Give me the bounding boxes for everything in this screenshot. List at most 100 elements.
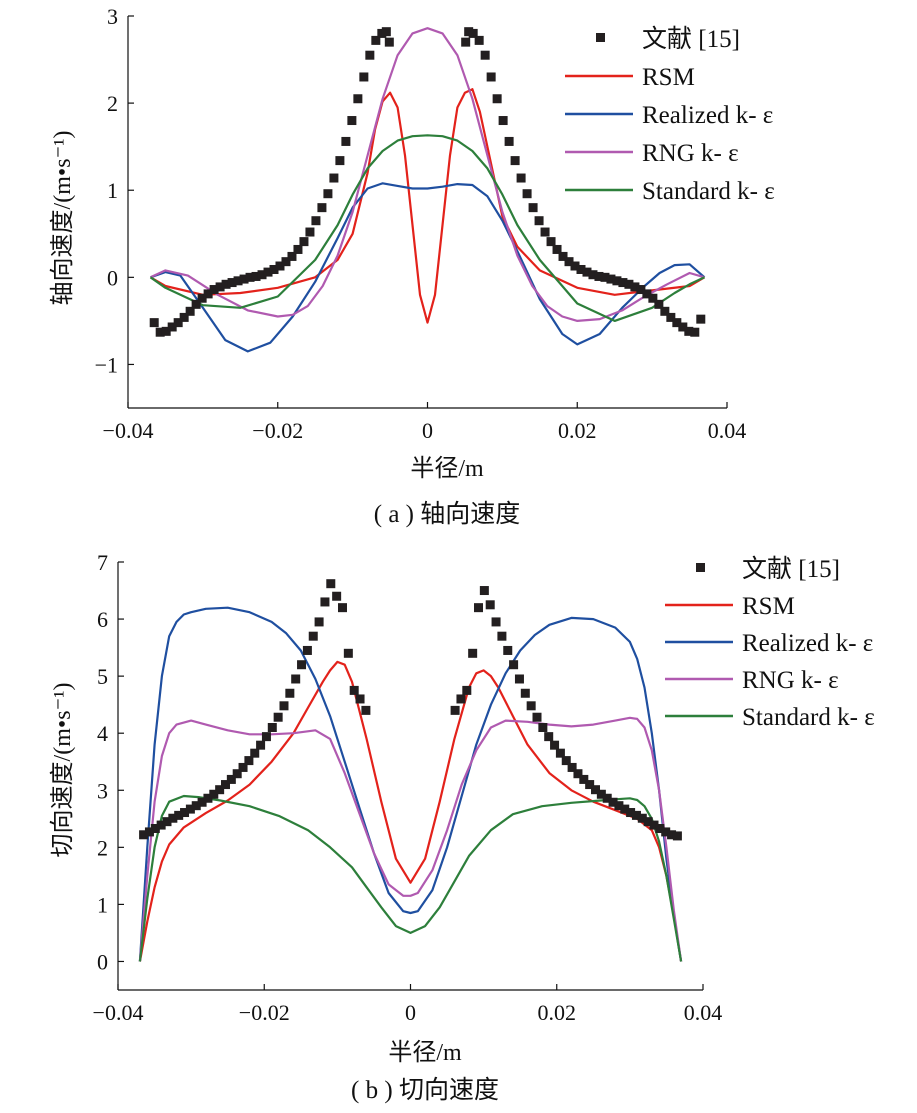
data-point-marker xyxy=(341,136,351,146)
data-point-marker xyxy=(343,648,353,658)
legend-marker-symbol xyxy=(696,563,705,572)
data-point-marker xyxy=(174,810,184,820)
legend-entry-label: 文献 [15] xyxy=(742,555,840,583)
series-line-rngk xyxy=(138,716,683,962)
data-point-marker xyxy=(618,278,628,288)
data-point-marker xyxy=(185,306,195,316)
data-point-marker xyxy=(335,156,345,166)
legend-entry-label: Realized k- ε xyxy=(642,102,773,129)
data-point-marker xyxy=(381,27,391,37)
x-tick-label: 0 xyxy=(422,418,433,443)
data-point-marker xyxy=(191,299,201,309)
data-point-marker xyxy=(630,282,640,292)
data-point-marker xyxy=(297,660,307,670)
data-point-marker xyxy=(602,793,612,803)
series-line-rsm xyxy=(138,660,683,962)
data-point-marker xyxy=(233,276,243,286)
data-point-marker xyxy=(491,617,501,627)
data-point-marker xyxy=(576,264,586,274)
data-point-marker xyxy=(332,591,342,601)
x-tick-label: 0 xyxy=(405,1000,416,1025)
x-tick-label: −0.02 xyxy=(239,1000,290,1025)
data-point-marker xyxy=(661,827,671,837)
data-point-marker xyxy=(238,762,248,772)
y-tick-label: 4 xyxy=(97,721,108,746)
data-point-marker xyxy=(591,785,601,795)
data-point-marker xyxy=(269,264,279,274)
data-point-marker xyxy=(359,72,369,82)
data-point-marker xyxy=(509,660,519,670)
data-point-marker xyxy=(649,820,659,830)
data-point-marker xyxy=(534,216,544,226)
data-point-marker xyxy=(256,740,266,750)
panel-a: −0.04 −0.02 0 0.02 0.04 −1 0 1 2 3 轴向速度/(m•s⁻¹) 半… xyxy=(49,4,775,528)
data-point-marker xyxy=(600,272,610,282)
data-point-marker xyxy=(564,257,574,267)
data-point-marker xyxy=(291,674,301,684)
y-tick-label: 0 xyxy=(97,949,108,974)
data-point-marker xyxy=(510,156,520,166)
panel-a-ylabel: 轴向速度/(m•s⁻¹) xyxy=(49,131,76,306)
data-point-marker xyxy=(371,35,381,45)
data-point-marker xyxy=(538,722,548,732)
data-point-marker xyxy=(257,270,267,280)
legend-entry-label: Standard k- ε xyxy=(742,704,875,731)
data-point-marker xyxy=(263,267,273,277)
data-point-marker xyxy=(311,216,321,226)
data-point-marker xyxy=(684,326,694,336)
panel-b-plot: −0.04 −0.02 0 0.02 0.04 0 1 2 3 4 5 6 7 xyxy=(93,550,723,1025)
data-point-marker xyxy=(582,267,592,277)
panel-a-legend: 文献 [15] RSM Realized k- ε RNG k- ε Standard … xyxy=(565,25,775,205)
data-point-marker xyxy=(544,732,554,742)
data-point-marker xyxy=(468,28,478,38)
data-point-marker xyxy=(245,272,255,282)
data-point-marker xyxy=(690,327,700,337)
legend-entry-label: Realized k- ε xyxy=(742,630,873,657)
data-point-marker xyxy=(655,824,665,834)
data-point-marker xyxy=(180,808,190,818)
data-point-marker xyxy=(320,597,330,607)
y-tick-label: 2 xyxy=(107,91,118,116)
data-point-marker xyxy=(461,37,471,47)
data-point-marker xyxy=(293,244,303,254)
series-line-rngk xyxy=(150,27,705,322)
legend-entry-label: 文献 [15] xyxy=(642,25,740,53)
panel-a-xlabel: 半径/m xyxy=(410,455,484,482)
data-point-marker xyxy=(654,299,664,309)
data-point-marker xyxy=(474,603,484,613)
data-point-marker xyxy=(220,780,230,790)
data-point-marker xyxy=(162,817,172,827)
y-tick-label: 7 xyxy=(97,550,108,575)
data-point-marker xyxy=(314,617,324,627)
data-point-marker xyxy=(287,251,297,261)
panel-b-caption: ( b ) 切向速度 xyxy=(351,1076,499,1104)
y-tick-label: 6 xyxy=(97,607,108,632)
data-point-marker xyxy=(250,748,260,758)
data-point-marker xyxy=(305,227,315,237)
data-point-marker xyxy=(608,797,618,807)
data-point-marker xyxy=(197,293,207,303)
data-point-marker xyxy=(365,50,375,60)
data-point-marker xyxy=(561,756,571,766)
data-point-marker xyxy=(232,769,242,779)
data-point-marker xyxy=(226,774,236,784)
data-point-marker xyxy=(672,831,682,841)
data-point-marker xyxy=(672,318,682,328)
data-point-marker xyxy=(474,35,484,45)
data-point-marker xyxy=(612,276,622,286)
legend-entry-label: RSM xyxy=(742,593,795,620)
y-tick-label: 2 xyxy=(97,835,108,860)
data-point-marker xyxy=(161,326,171,336)
data-point-marker xyxy=(203,289,213,299)
data-point-marker xyxy=(281,257,291,267)
data-point-marker xyxy=(185,804,195,814)
data-point-marker xyxy=(643,817,653,827)
data-point-marker xyxy=(251,271,261,281)
data-point-marker xyxy=(191,801,201,811)
data-point-marker xyxy=(678,322,688,332)
x-tick-label: −0.04 xyxy=(93,1000,144,1025)
data-point-marker xyxy=(197,797,207,807)
data-point-marker xyxy=(468,648,478,658)
data-point-marker xyxy=(526,701,536,711)
data-point-marker xyxy=(520,688,530,698)
